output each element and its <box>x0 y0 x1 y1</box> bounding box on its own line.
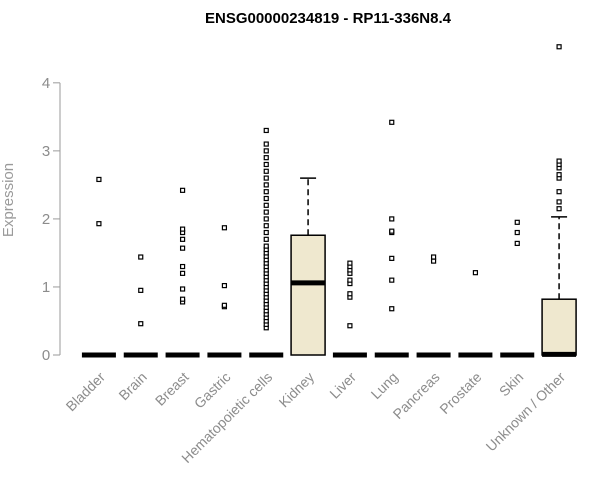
outlier-point <box>514 229 520 236</box>
outlier-point <box>179 236 186 242</box>
outlier-point <box>179 187 186 193</box>
y-tick-label: 0 <box>42 347 50 364</box>
outlier-point <box>556 44 562 50</box>
box-group <box>207 225 242 358</box>
outlier-point <box>221 302 228 308</box>
outlier-point <box>179 270 186 276</box>
x-tick-label: Liver <box>326 369 359 402</box>
outlier-point <box>263 141 269 147</box>
box-group <box>500 219 535 358</box>
outlier-point <box>472 270 479 276</box>
outlier-point <box>263 182 269 188</box>
outlier-point <box>556 158 562 164</box>
outlier-point <box>347 323 353 329</box>
x-tick-label: Kidney <box>276 369 318 411</box>
box-group <box>374 119 409 358</box>
outlier-point <box>263 127 269 134</box>
outlier-point <box>263 236 269 242</box>
box-group <box>165 187 200 358</box>
outlier-point <box>263 155 269 161</box>
x-tick-label: Skin <box>496 369 527 400</box>
y-tick-label: 3 <box>42 143 50 160</box>
outlier-point <box>389 255 395 261</box>
x-tick-label: Bladder <box>63 369 109 415</box>
x-tick-label: Pancreas <box>390 369 443 422</box>
y-tick-label: 4 <box>42 75 50 92</box>
outlier-point <box>263 168 269 174</box>
outlier-point <box>96 176 102 183</box>
outlier-point <box>263 202 269 208</box>
chart-title: ENSG00000234819 - RP11-336N8.4 <box>205 10 452 27</box>
y-tick-label: 2 <box>42 211 50 228</box>
y-axis-label: Expression <box>0 163 17 237</box>
outlier-point <box>263 209 269 215</box>
outlier-point <box>347 260 353 266</box>
outlier-point <box>556 199 562 205</box>
box-group <box>290 177 326 356</box>
outlier-point <box>389 306 395 312</box>
outlier-point <box>430 258 437 264</box>
outlier-point <box>263 161 269 168</box>
y-axis: 0 1 2 3 4 <box>42 75 61 364</box>
box-group <box>249 127 284 358</box>
y-tick-label: 1 <box>42 279 50 296</box>
x-tick-label: Prostate <box>436 369 484 417</box>
x-tick-label: Breast <box>152 369 192 409</box>
x-tick-label: Lung <box>368 369 401 402</box>
outlier-point <box>96 221 102 227</box>
outlier-point <box>179 296 186 302</box>
box-iqr <box>290 234 326 356</box>
outlier-point <box>221 225 228 231</box>
outlier-point <box>263 195 269 202</box>
outlier-point <box>179 245 186 251</box>
outlier-point <box>389 228 395 234</box>
outlier-point <box>138 287 144 293</box>
outlier-point <box>263 243 269 249</box>
outlier-point <box>514 219 520 225</box>
outlier-point <box>389 119 395 125</box>
box-group <box>123 254 158 358</box>
outlier-point <box>347 291 353 297</box>
plot-area <box>81 44 577 358</box>
outlier-point <box>389 277 395 283</box>
outlier-point <box>556 172 562 178</box>
outlier-point <box>263 229 269 236</box>
outlier-point <box>556 206 562 212</box>
outlier-point <box>263 223 269 229</box>
box-group <box>458 270 493 358</box>
outlier-point <box>430 254 437 260</box>
x-tick-label: Brain <box>115 369 149 403</box>
box-iqr <box>541 298 577 356</box>
box-group <box>541 44 577 357</box>
outlier-point <box>556 189 562 195</box>
outlier-point <box>263 216 269 222</box>
outlier-point <box>263 148 269 154</box>
outlier-point <box>179 263 186 270</box>
outlier-point <box>221 282 228 289</box>
outlier-point <box>347 277 353 283</box>
x-tick-label: Unknown / Other <box>483 369 569 455</box>
outlier-point <box>179 286 186 292</box>
box-group <box>332 260 367 358</box>
outlier-point <box>514 240 520 247</box>
outlier-point <box>179 226 186 232</box>
outlier-point <box>138 321 144 327</box>
box-group <box>81 176 116 358</box>
box-group <box>416 254 451 358</box>
outlier-point <box>263 175 269 181</box>
outlier-point <box>263 189 269 195</box>
outlier-point <box>138 254 144 260</box>
outlier-point <box>389 216 395 222</box>
